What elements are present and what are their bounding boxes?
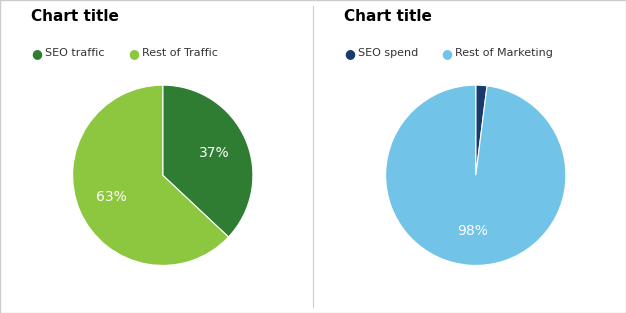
Text: Chart title: Chart title [344, 9, 432, 24]
Text: SEO traffic: SEO traffic [45, 48, 105, 58]
Text: Rest of Traffic: Rest of Traffic [142, 48, 218, 58]
Text: Rest of Marketing: Rest of Marketing [455, 48, 553, 58]
Wedge shape [386, 85, 566, 265]
Text: ●: ● [128, 47, 139, 60]
Text: 98%: 98% [457, 224, 488, 238]
Text: SEO spend: SEO spend [358, 48, 418, 58]
Wedge shape [163, 85, 253, 237]
Text: Chart title: Chart title [31, 9, 119, 24]
Text: ●: ● [344, 47, 355, 60]
Text: 63%: 63% [96, 191, 127, 204]
Wedge shape [73, 85, 228, 265]
Text: ●: ● [31, 47, 42, 60]
Text: ●: ● [441, 47, 452, 60]
Text: 37%: 37% [198, 146, 229, 160]
Wedge shape [476, 85, 487, 175]
